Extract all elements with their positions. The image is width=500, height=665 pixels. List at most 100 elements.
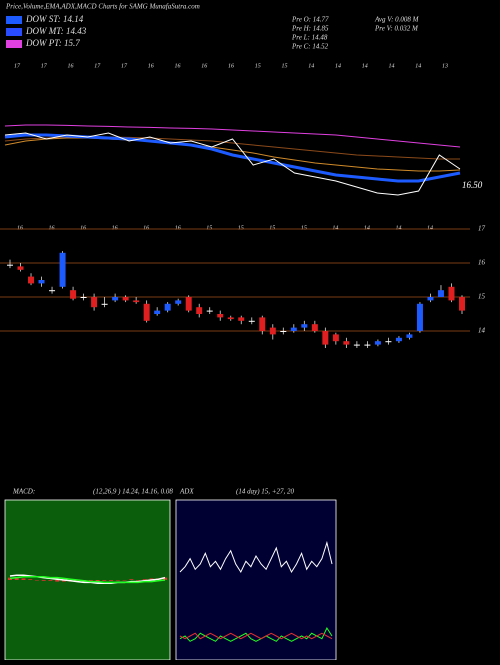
macd-bar <box>136 580 141 581</box>
x-label: 17 <box>94 63 101 69</box>
legend-swatch <box>6 28 22 36</box>
macd-bar <box>8 577 12 580</box>
x-label: 14 <box>389 62 395 69</box>
panel-params: (12,26,9 ) 14.24, 14.16, 0.08 <box>93 488 173 496</box>
x-label: 16 <box>175 225 181 231</box>
legend-label: DOW ST: 14.14 <box>25 14 84 24</box>
y-tick-label: 16 <box>478 259 486 267</box>
candle-body <box>374 341 381 345</box>
macd-bar <box>28 579 33 580</box>
x-label: 15 <box>282 63 288 69</box>
macd-bar <box>34 580 39 581</box>
candle-body <box>17 266 24 270</box>
candle-body <box>227 317 234 320</box>
ema-line <box>4 124 461 148</box>
x-label: 16 <box>175 63 181 69</box>
macd-bar <box>61 580 66 582</box>
panel-bg <box>175 499 337 661</box>
stat: Pre O: 14.77 <box>291 16 329 24</box>
candle-body <box>154 310 161 314</box>
candle-body <box>459 297 465 311</box>
candle-body <box>206 310 213 312</box>
macd-bar <box>102 580 107 581</box>
candle-body <box>122 297 129 301</box>
macd-bar <box>149 578 154 580</box>
macd-bar <box>129 579 134 580</box>
x-label: 16 <box>49 225 55 231</box>
x-label: 14 <box>427 224 433 231</box>
title: Price,Volume,EMA,ADX,MACD Charts for SAM… <box>5 3 200 11</box>
stat: Pre C: 14.52 <box>291 43 329 51</box>
y-tick-label: 14 <box>478 327 486 335</box>
macd-bar <box>122 580 127 581</box>
candle-body <box>343 341 350 345</box>
x-label: 16 <box>228 63 234 69</box>
candle-body <box>311 324 318 331</box>
x-label: 14 <box>335 62 341 69</box>
candle-body <box>301 324 308 328</box>
x-label: 14 <box>362 62 368 69</box>
candle-body <box>353 344 360 346</box>
x-label: 16 <box>80 225 86 231</box>
candle-body <box>59 252 66 287</box>
macd-bar <box>88 580 93 581</box>
stat: Pre V: 0.032 M <box>374 25 419 33</box>
ema-line <box>4 133 461 183</box>
y-tick-label: 15 <box>478 293 486 301</box>
adx-line <box>179 632 333 640</box>
candle-body <box>395 337 402 342</box>
legend-label: DOW MT: 14.43 <box>25 26 87 36</box>
candle-body <box>217 314 224 318</box>
x-label: 16 <box>17 225 23 231</box>
candle-body <box>70 290 77 299</box>
stat: Pre H: 14.85 <box>291 25 329 33</box>
adx-line <box>179 540 333 574</box>
macd-bar <box>109 580 114 581</box>
candle-body <box>164 303 171 311</box>
y-tick-label: 17 <box>478 225 486 233</box>
candle-body <box>185 297 192 311</box>
macd-bar <box>21 578 26 580</box>
candle-body <box>196 307 203 314</box>
candle-body <box>49 290 56 292</box>
panel-bg <box>4 499 171 661</box>
x-label: 14 <box>332 224 338 231</box>
x-label: 16 <box>68 63 74 69</box>
x-label: 15 <box>206 225 212 231</box>
stat: Pre L: 14.48 <box>291 34 328 42</box>
x-label: 15 <box>269 225 275 231</box>
panel-label: ADX <box>179 488 194 496</box>
macd-bar <box>142 579 147 580</box>
x-label: 13 <box>442 63 448 69</box>
macd-bar <box>115 580 120 581</box>
x-label: 14 <box>364 224 370 231</box>
macd-bar <box>75 580 80 582</box>
candle-body <box>91 297 98 308</box>
x-label: 16 <box>143 225 149 231</box>
panel-params: (14 day) 15, +27, 20 <box>236 488 294 496</box>
x-label: 16 <box>201 63 207 69</box>
x-label: 17 <box>41 63 48 69</box>
candle-body <box>269 327 276 335</box>
candle-body <box>38 280 45 284</box>
macd-bar <box>48 580 53 581</box>
macd-bar <box>95 580 100 582</box>
x-label: 15 <box>255 63 261 69</box>
candle-body <box>238 317 245 321</box>
x-label: 14 <box>395 224 401 231</box>
candle-body <box>259 317 266 331</box>
candle-body <box>101 303 108 305</box>
candle-body <box>28 276 35 284</box>
ema-line <box>4 132 461 196</box>
candle-body <box>248 320 255 322</box>
price-annotation: 16.50 <box>462 180 483 190</box>
x-label: 15 <box>301 225 307 231</box>
x-label: 17 <box>14 63 21 69</box>
candle-body <box>364 344 371 346</box>
x-label: 16 <box>148 63 154 69</box>
x-label: 16 <box>112 225 118 231</box>
candle-body <box>143 303 150 321</box>
macd-bar <box>41 580 46 581</box>
legend-swatch <box>6 40 22 48</box>
